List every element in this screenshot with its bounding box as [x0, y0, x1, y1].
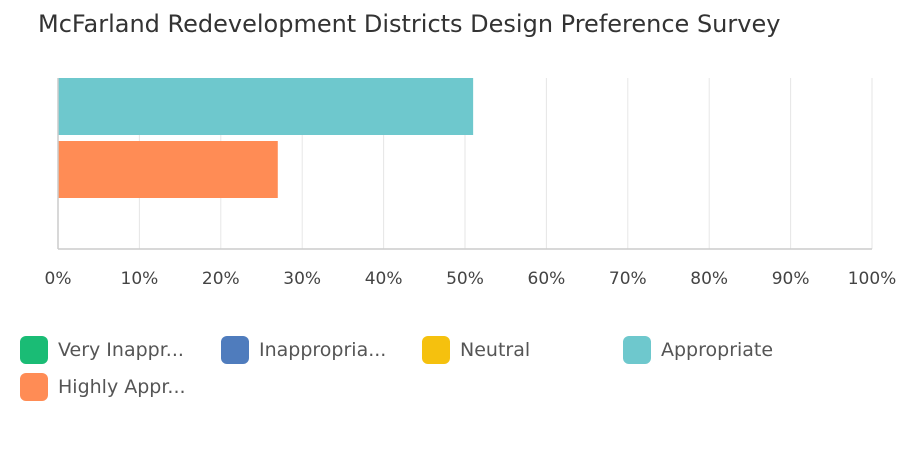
- legend-item[interactable]: Highly Appr...: [20, 373, 186, 401]
- x-tick-label: 20%: [202, 269, 240, 289]
- legend-item[interactable]: Neutral: [422, 336, 530, 364]
- x-tick-label: 100%: [848, 269, 897, 289]
- legend-label: Highly Appr...: [58, 376, 186, 398]
- bar-chart: 0% 10% 20% 30% 40% 50% 60% 70% 80% 90% 100%: [45, 78, 897, 289]
- legend-swatch: [221, 336, 249, 364]
- x-tick-label: 80%: [690, 269, 728, 289]
- legend-label: Very Inappr...: [58, 339, 184, 361]
- x-tick-label: 10%: [121, 269, 159, 289]
- x-tick-label: 90%: [772, 269, 810, 289]
- x-tick-label: 0%: [45, 269, 72, 289]
- legend-label: Inappropria...: [259, 339, 387, 361]
- bar-highly-appr: [58, 141, 278, 198]
- x-tick-label: 50%: [446, 269, 484, 289]
- x-tick-label: 30%: [283, 269, 321, 289]
- x-tick-label: 40%: [365, 269, 403, 289]
- legend-swatch: [20, 336, 48, 364]
- legend-swatch: [422, 336, 450, 364]
- x-tick-label: 60%: [528, 269, 566, 289]
- legend-label: Neutral: [460, 339, 531, 361]
- legend-item[interactable]: Inappropria...: [221, 336, 386, 364]
- legend-swatch: [20, 373, 48, 401]
- legend-swatch: [623, 336, 651, 364]
- legend-item[interactable]: Appropriate: [623, 336, 773, 364]
- legend-item[interactable]: Very Inappr...: [20, 336, 184, 364]
- bar-appropriate: [58, 78, 474, 135]
- legend-label: Appropriate: [661, 339, 774, 361]
- chart-title: McFarland Redevelopment Districts Design…: [38, 10, 781, 38]
- x-tick-label: 70%: [609, 269, 647, 289]
